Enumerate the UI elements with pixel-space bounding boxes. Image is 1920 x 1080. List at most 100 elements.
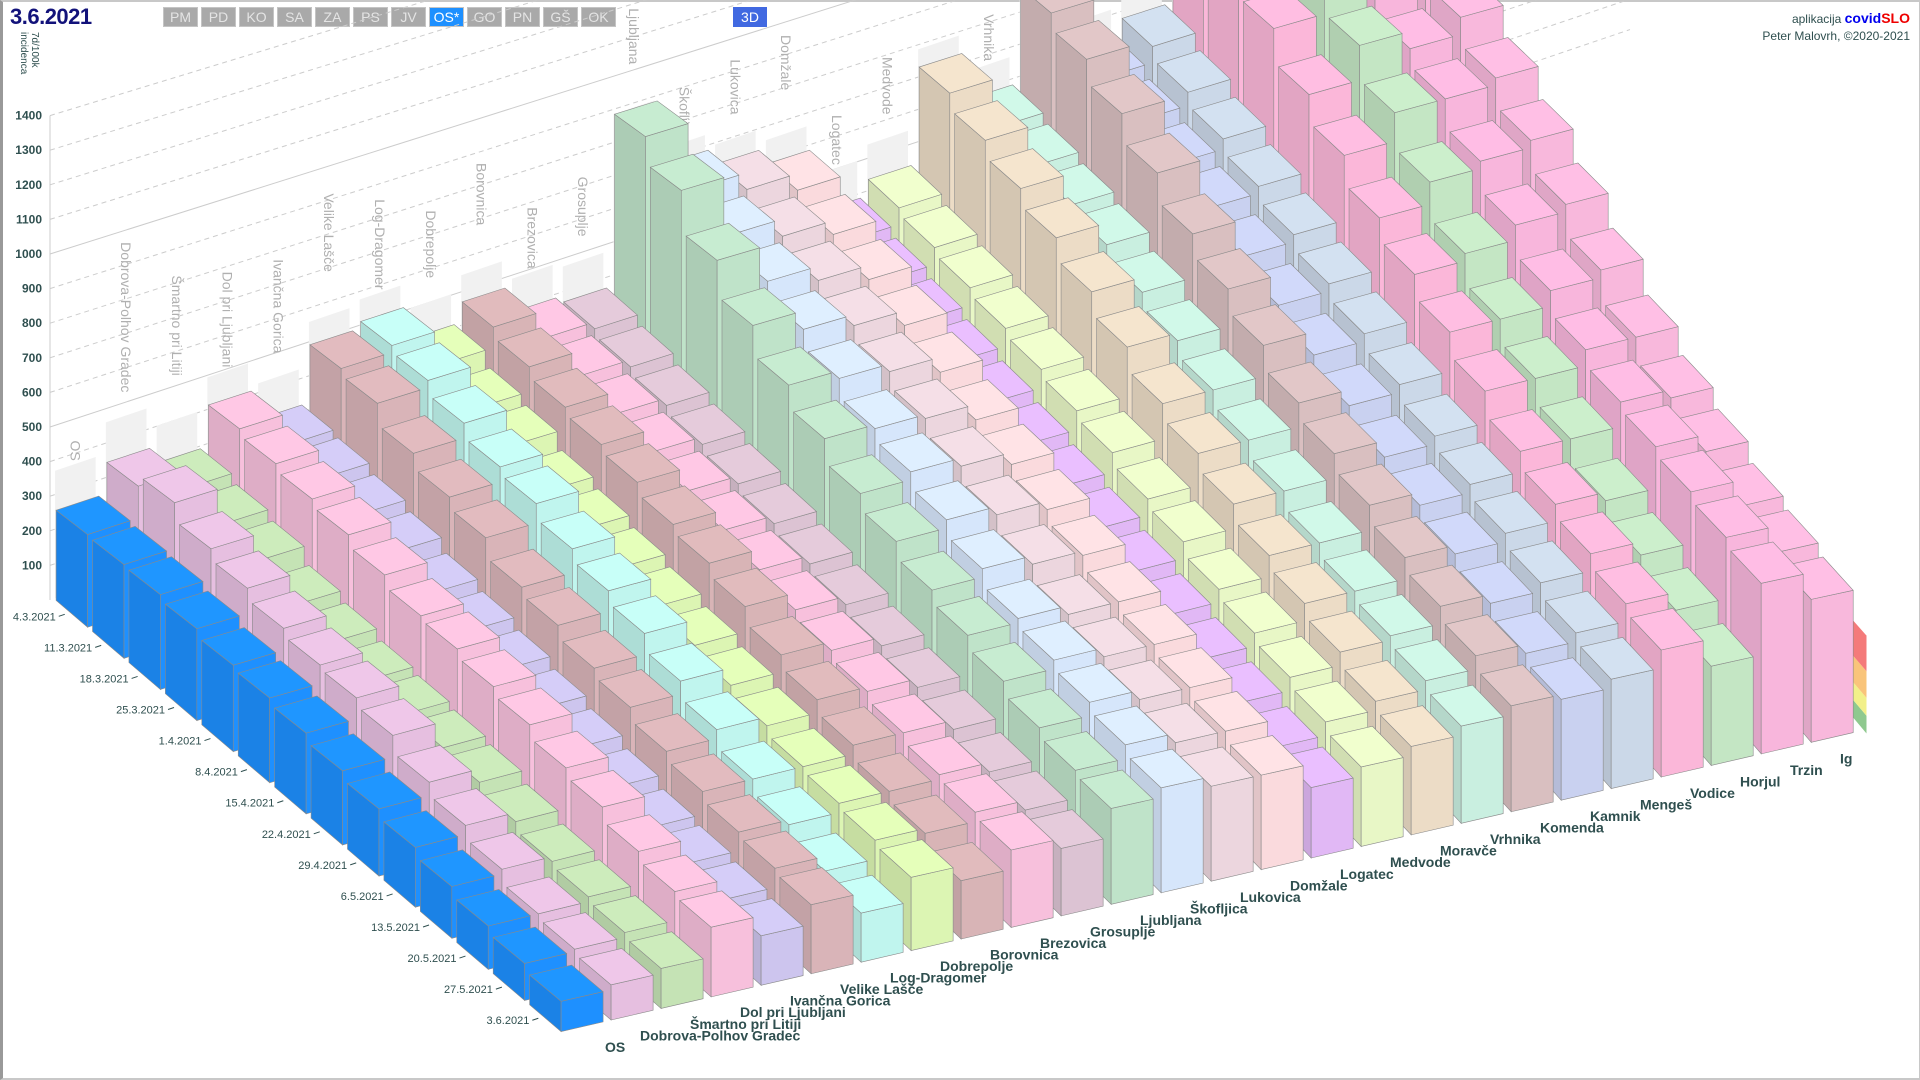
date-label: 13.5.2021	[371, 922, 420, 934]
bar-top-face	[648, 642, 724, 682]
bar-top-face	[629, 931, 704, 969]
bar-top-face	[1288, 501, 1363, 544]
bar-top-face	[504, 465, 580, 504]
bar-top-face	[642, 854, 718, 892]
date-label: 6.5.2021	[341, 891, 384, 903]
bar-top-face	[612, 595, 688, 634]
axis-labels: 100 200 300 400 500 600 700 800 900 1000 1100 1200 1…	[13, 109, 1853, 1055]
bar-front-face	[1260, 765, 1304, 870]
gridline	[49, 0, 1159, 359]
bar-top-face	[1409, 564, 1484, 607]
bar-top-face	[1333, 291, 1408, 335]
bar-top-face	[345, 365, 421, 404]
bar-top-face	[1530, 657, 1604, 700]
bar-top-face	[893, 794, 968, 834]
bar-top-face	[757, 786, 832, 826]
bar-top-face	[641, 485, 717, 525]
date-label: 15.4.2021	[225, 798, 274, 810]
bar-top-face	[1081, 410, 1156, 454]
bar-top-face	[91, 526, 168, 565]
bar-top-face	[1338, 463, 1413, 506]
region-button-0[interactable]: PM	[163, 7, 198, 27]
back-series-label: Dobrova-Polhov Gradec	[118, 242, 134, 392]
back-series-label: Medvode	[880, 57, 896, 115]
series-label: Šmartno pri Litiji	[690, 1015, 801, 1032]
bar-top-face	[579, 948, 654, 986]
bar-top-face	[721, 287, 797, 326]
series-label: Grosuplje	[1090, 923, 1156, 939]
bar-top-face	[679, 890, 754, 928]
region-button-9[interactable]: PN	[505, 7, 540, 27]
bar-top-face	[779, 867, 854, 906]
bar-front-face	[810, 894, 854, 975]
current-date: 3.6.2021	[10, 4, 92, 29]
region-button-6[interactable]: JV	[391, 7, 426, 27]
bar-top-face	[1166, 412, 1242, 454]
date-tick	[459, 955, 466, 959]
bar-top-face	[864, 502, 940, 542]
bar-top-face	[1359, 594, 1433, 637]
bar-top-face	[879, 432, 954, 473]
region-button-3[interactable]: SA	[277, 7, 312, 27]
bar-top-face	[929, 426, 1005, 467]
y-tick-label: 700	[22, 351, 42, 365]
bar-top-face	[649, 153, 725, 191]
back-series-label: Dobrepolje	[423, 210, 439, 278]
bar-top-face	[907, 735, 982, 775]
bar-top-face	[828, 454, 904, 494]
bar-top-face	[1161, 193, 1236, 235]
bar-top-face	[1187, 547, 1262, 590]
region-button-2[interactable]: KO	[239, 7, 274, 27]
bar-top-face	[1323, 549, 1398, 592]
bar-top-face	[979, 811, 1054, 851]
bar-top-face	[1559, 511, 1634, 555]
brand-covid[interactable]: covid	[1844, 10, 1882, 26]
gridline	[49, 0, 857, 255]
bar-top-face	[685, 222, 761, 261]
date-label: 25.3.2021	[116, 705, 165, 717]
series-label: Brezovica	[1040, 935, 1106, 951]
bar-top-face	[570, 770, 646, 808]
back-series-label: Lukovica	[727, 59, 743, 114]
bar-top-face	[534, 730, 609, 769]
series-label: Ljubljana	[1140, 912, 1202, 928]
bar-top-face	[389, 578, 465, 617]
bar-top-face	[244, 425, 320, 465]
brand-slo[interactable]: SLO	[1881, 10, 1910, 26]
region-button-1[interactable]: PD	[201, 7, 236, 27]
back-series-label: Šmartno pri Litiji	[169, 275, 185, 375]
date-tick	[313, 831, 320, 835]
bar-top-face	[915, 480, 990, 521]
date-tick	[422, 924, 430, 928]
series-label: Vrhnika	[1490, 831, 1541, 847]
date-label: 3.6.2021	[487, 1015, 530, 1027]
bar-top-face	[1217, 398, 1292, 441]
bar-top-face	[497, 327, 573, 368]
bar-top-face	[605, 443, 681, 483]
bar-top-face	[55, 495, 131, 535]
series-label: Dobrova-Polhov Gradec	[640, 1027, 800, 1043]
bar-top-face	[1043, 731, 1118, 771]
bar-top-face	[1484, 183, 1559, 226]
y-tick-label: 1000	[15, 247, 42, 261]
y-tick-label: 800	[22, 316, 42, 330]
region-button-7[interactable]: OS*	[429, 7, 464, 27]
bar-top-face	[1116, 457, 1191, 500]
bar-top-face	[903, 205, 978, 248]
region-button-4[interactable]: ZA	[315, 7, 350, 27]
bar-top-face	[1574, 457, 1649, 502]
y-tick-label: 200	[22, 524, 42, 538]
bar-top-face	[1403, 393, 1478, 437]
region-button-5[interactable]: PS	[353, 7, 388, 27]
bar-top-face	[857, 752, 932, 792]
bar-top-face	[821, 706, 896, 746]
y-tick-label: 900	[22, 282, 42, 296]
back-series-label: Vrhnika	[981, 14, 997, 61]
bar-top-face	[871, 693, 947, 734]
bar-top-face	[684, 691, 760, 730]
3d-view-button[interactable]: 3D	[733, 7, 767, 27]
bar-top-face	[461, 287, 537, 328]
bar-top-face	[1640, 355, 1714, 399]
bar-top-face	[936, 596, 1011, 636]
bar-top-face	[490, 548, 565, 588]
